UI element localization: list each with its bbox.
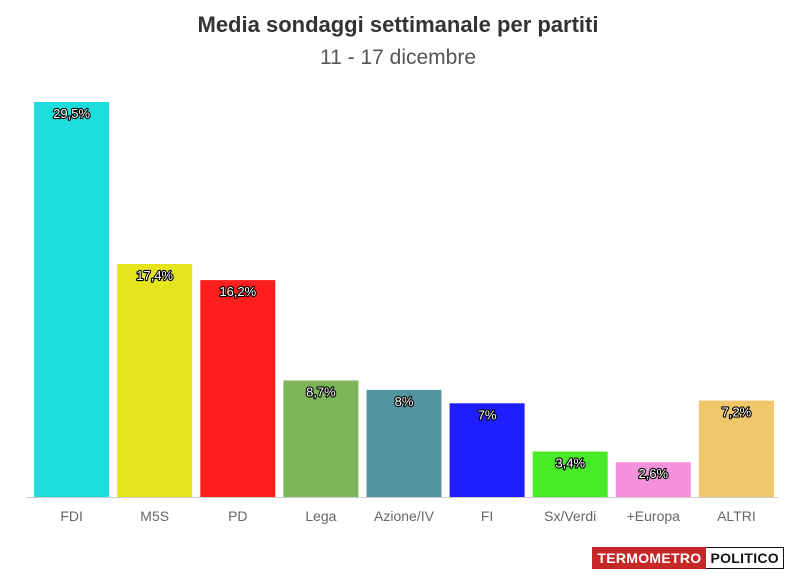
bar-7 bbox=[615, 462, 691, 497]
x-tick-label-6: Sx/Verdi bbox=[544, 508, 596, 524]
bar-value-label-6: 3,4% bbox=[555, 456, 585, 471]
bar-2 bbox=[200, 280, 276, 497]
bar-6 bbox=[532, 451, 608, 497]
x-tick-label-4: Azione/IV bbox=[374, 508, 435, 524]
x-tick-label-1: M5S bbox=[140, 508, 169, 524]
brand-logo-part2: POLITICO bbox=[706, 547, 784, 569]
x-tick-label-2: PD bbox=[228, 508, 247, 524]
bar-value-label-2: 16,2% bbox=[219, 284, 256, 299]
chart-title: Media sondaggi settimanale per partiti bbox=[197, 12, 599, 37]
bar-value-label-8: 7,2% bbox=[722, 405, 752, 420]
bar-value-label-1: 17,4% bbox=[136, 268, 173, 283]
bar-3 bbox=[283, 380, 359, 497]
bar-value-label-4: 8% bbox=[395, 394, 414, 409]
x-tick-label-8: ALTRI bbox=[717, 508, 756, 524]
bar-5 bbox=[449, 403, 525, 497]
bar-0 bbox=[34, 102, 110, 497]
bar-4 bbox=[366, 389, 442, 497]
bar-1 bbox=[117, 264, 193, 497]
x-tick-label-5: FI bbox=[481, 508, 493, 524]
chart-subtitle: 11 - 17 dicembre bbox=[319, 46, 477, 69]
bar-value-label-5: 7% bbox=[478, 407, 497, 422]
bar-8 bbox=[698, 400, 774, 497]
brand-logo-part1: TERMOMETRO bbox=[592, 547, 707, 569]
bar-value-label-3: 8,7% bbox=[306, 385, 336, 400]
bar-value-label-0: 29,5% bbox=[53, 106, 90, 121]
bar-value-label-7: 2,6% bbox=[638, 466, 668, 481]
x-tick-label-3: Lega bbox=[305, 508, 336, 524]
brand-logo: TERMOMETRO POLITICO bbox=[592, 547, 784, 569]
x-tick-label-0: FDI bbox=[60, 508, 83, 524]
x-tick-label-7: +Europa bbox=[627, 508, 681, 524]
